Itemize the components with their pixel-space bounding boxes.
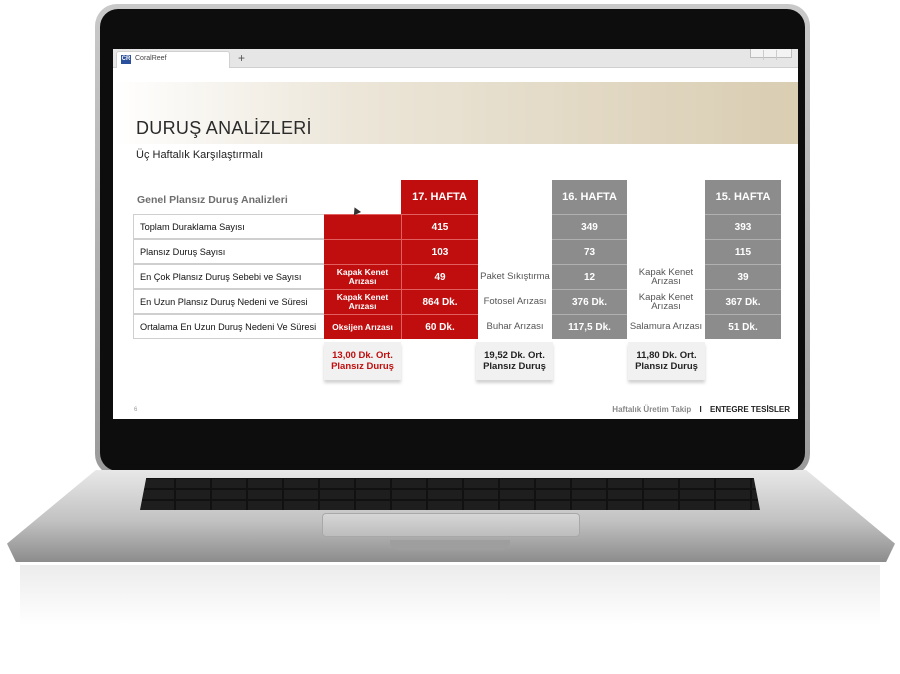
w15-value-cell: 393 [705,214,781,239]
w15-value-cell: 39 [705,264,781,289]
w15-value-cell: 367 Dk. [705,289,781,314]
tab-bar: CR CoralReef + [113,49,798,68]
w17-value-cell: 415 [401,214,478,239]
w17-value-cell: 864 Dk. [401,289,478,314]
w16-reason-cell: Buhar Arızası [478,314,552,339]
w15-average: 11,80 Dk. Ort. Plansız Duruş [628,342,705,380]
maximize-icon[interactable] [764,50,777,60]
browser-tab[interactable]: CR CoralReef [116,51,230,68]
w17-value-cell: 103 [401,239,478,264]
trackpad [322,513,580,537]
close-icon[interactable] [777,50,789,60]
footer-right: ENTEGRE TESİSLER [709,405,790,414]
week17-header: 17. HAFTA [401,180,478,214]
window-controls[interactable] [750,49,792,60]
w16-value-cell: 12 [552,264,627,289]
w15-reason-cell: Salamura Arızası [627,314,705,339]
w16-value-cell: 376 Dk. [552,289,627,314]
w17-reason-cell: Kapak Kenet Arızası [324,289,401,314]
week16-header: 16. HAFTA [552,180,627,214]
w17-reason-cell: Kapak Kenet Arızası [324,264,401,289]
page-number: 6 [134,407,138,413]
row-label: Plansız Duruş Sayısı [133,239,324,264]
row-label: Ortalama En Uzun Duruş Nedeni Ve Süresi [133,314,324,339]
slide-title: DURUŞ ANALİZLERİ [136,118,312,138]
w16-value-cell: 117,5 Dk. [552,314,627,339]
w17-reason-cell [324,214,401,239]
screen-bottom-bezel [113,419,798,464]
w17-reason-cell: Oksijen Arızası [324,314,401,339]
slide-subtitle: Üç Haftalık Karşılaştırmalı [136,149,264,161]
slide-footer: Haftalık Üretim Takip I ENTEGRE TESİSLER [612,405,790,414]
w15-reason-cell: Kapak Kenet Arızası [627,264,705,289]
new-tab-button[interactable]: + [238,51,246,65]
minimize-icon[interactable] [751,50,764,60]
screen: CR CoralReef + DURUŞ ANALİZLERİ Üç Hafta… [113,49,798,419]
w17-value-cell: 49 [401,264,478,289]
row-label: En Uzun Plansız Duruş Nedeni ve Süresi [133,289,324,314]
w16-average: 19,52 Dk. Ort. Plansız Duruş [476,342,553,380]
w15-reason-cell [627,239,705,264]
footer-separator: I [699,405,702,414]
w17-reason-cell [324,239,401,264]
w15-value-cell: 51 Dk. [705,314,781,339]
w16-reason-cell [478,214,552,239]
row-label: Toplam Duraklama Sayısı [133,214,324,239]
w16-reason-cell: Paket Sıkıştırma [478,264,552,289]
w15-value-cell: 115 [705,239,781,264]
w17-average: 13,00 Dk. Ort. Plansız Duruş [324,342,401,380]
header-band [113,82,798,144]
w16-reason-cell [478,239,552,264]
week15-header: 15. HAFTA [705,180,781,214]
section-title: Genel Plansız Duruş Analizleri [137,194,288,206]
keyboard [140,478,760,510]
w16-value-cell: 73 [552,239,627,264]
w16-reason-cell: Fotosel Arızası [478,289,552,314]
w15-reason-cell: Kapak Kenet Arızası [627,289,705,314]
reflection [20,565,880,625]
w16-value-cell: 349 [552,214,627,239]
row-label: En Çok Plansız Duruş Sebebi ve Sayısı [133,264,324,289]
tab-title: CoralReef [135,55,167,62]
w15-reason-cell [627,214,705,239]
opening-notch [390,540,510,550]
w17-value-cell: 60 Dk. [401,314,478,339]
footer-left: Haftalık Üretim Takip [612,405,692,414]
app-logo-icon: CR [121,55,131,64]
